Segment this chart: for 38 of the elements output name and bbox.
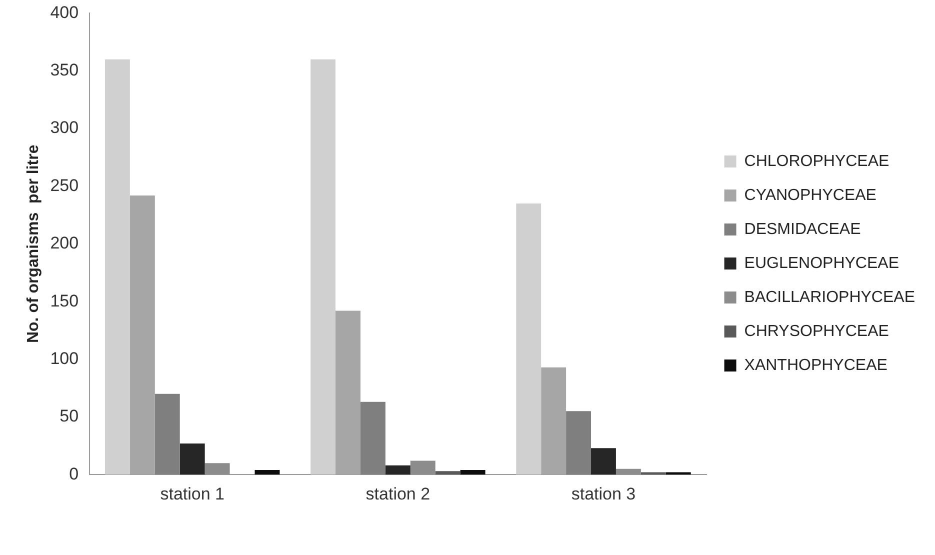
- legend-label: CHLOROPHYCEAE: [744, 152, 890, 170]
- bar: [154, 394, 180, 475]
- legend-label: XANTHOPHYCEAE: [744, 356, 888, 374]
- bar: [566, 411, 592, 475]
- y-tick-label: 0: [69, 464, 79, 484]
- legend-label: CHRYSOPHYCEAE: [744, 322, 889, 340]
- y-tick-label: 350: [50, 60, 79, 80]
- legend-label: EUGLENOPHYCEAE: [744, 254, 899, 272]
- y-tick-label: 300: [50, 118, 79, 138]
- x-tick-label: station 2: [366, 484, 430, 504]
- y-axis-title: No. of organisms per litre: [25, 144, 42, 344]
- y-tick-label: 200: [50, 234, 79, 253]
- legend-label: DESMIDACEAE: [744, 220, 861, 238]
- y-tick-label: 150: [50, 291, 79, 310]
- bar: [541, 367, 566, 475]
- y-tick-label: 400: [50, 2, 79, 22]
- y-tick-label: 250: [50, 176, 79, 195]
- bar: [385, 465, 410, 475]
- x-tick-label: station 3: [571, 484, 636, 504]
- bar: [180, 443, 205, 475]
- bar: [460, 470, 486, 475]
- bar: [310, 59, 336, 475]
- y-tick-label: 100: [50, 348, 79, 368]
- bar: [104, 59, 130, 475]
- bar: [616, 468, 641, 475]
- bar: [336, 310, 360, 475]
- x-tick-label: station 1: [160, 484, 224, 504]
- bar: [410, 460, 436, 475]
- bar: [204, 463, 230, 475]
- legend-label: BACILLARIOPHYCEAE: [744, 288, 916, 306]
- bar: [435, 471, 460, 475]
- bar: [360, 402, 386, 475]
- y-tick-label: 50: [60, 406, 79, 426]
- bar: [254, 470, 280, 475]
- bar: [130, 195, 155, 475]
- bar: [591, 448, 616, 475]
- legend-label: CYANOPHYCEAE: [744, 186, 876, 204]
- bar: [516, 204, 542, 475]
